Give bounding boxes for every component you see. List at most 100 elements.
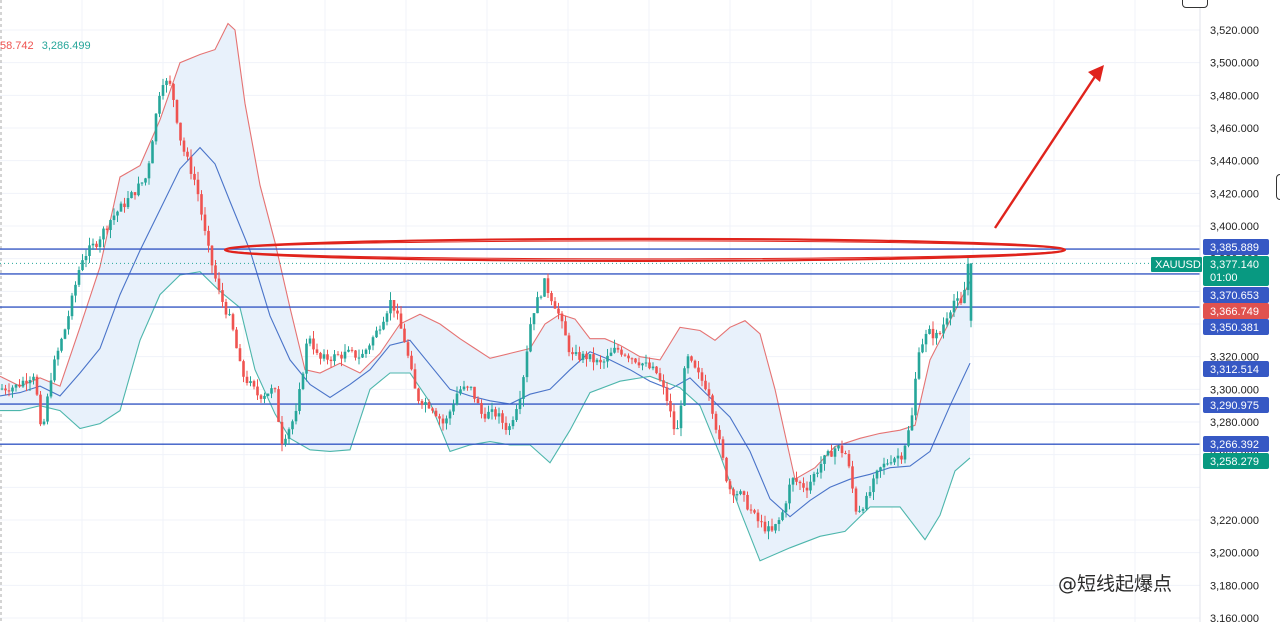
candle-body [721,439,725,458]
candle-body [525,351,529,378]
candle-body [739,491,742,495]
candle-body [217,278,221,291]
candle-body [844,453,847,455]
candle-body [91,243,95,246]
candle-body [25,380,28,384]
candle-body [742,491,746,495]
candle-body [875,470,879,479]
candle-body [609,352,613,356]
candle-body [767,526,770,532]
watermark: @短线起爆点 [1058,569,1172,596]
candle-body [613,347,616,353]
candle-body [151,141,154,164]
candle-body [966,263,970,290]
candle-body [858,510,861,512]
candle-body [494,409,497,417]
candle-body [123,203,126,208]
candle-body [154,113,158,142]
toolbar-button[interactable] [1182,0,1208,8]
candle-body [795,478,798,482]
candle-body [49,380,53,397]
candle-body [693,360,697,368]
symbol-tag: XAUUSD [1155,259,1201,271]
candle-body [382,321,385,330]
candle-body [763,521,767,532]
candle-body [774,524,777,531]
candle-body [14,384,18,388]
candle-body [60,338,63,351]
side-panel-toggle[interactable] [1276,174,1280,200]
candle-body [392,300,396,311]
candle-body [669,400,672,412]
candle-body [536,297,539,314]
candle-body [0,388,4,390]
annotation-ellipse-inner [226,240,1064,260]
candle-body [406,342,410,356]
candle-body [501,413,504,423]
price-tag-label: 3,258.279 [1210,456,1259,468]
annotation-ellipse [223,237,1067,262]
candle-body [777,520,781,525]
candle-body [728,481,732,490]
candle-body [865,495,868,510]
candle-body [490,409,494,412]
price-tag-label: 3,366.749 [1210,306,1259,318]
candle-body [431,408,434,411]
candle-body [144,178,147,183]
candle-body [914,378,917,416]
bollinger-fill [0,23,970,561]
symbol-tag-bg [1151,257,1202,272]
price-tag-bg [1203,397,1269,413]
annotation-arrow-head [1088,65,1104,82]
candle-body [921,344,924,353]
candlesticks [0,75,973,540]
candle-body [357,357,361,359]
candle-body [350,349,354,351]
candle-body [228,314,231,316]
price-tag-bg [1203,239,1269,255]
candle-body [441,418,445,424]
candle-body [305,343,308,374]
bollinger-upper-line [0,22,971,481]
candle-body [119,203,123,212]
candle-body [333,354,336,362]
candle-body [760,521,763,523]
candle-body [746,494,749,510]
candle-body [595,359,599,363]
candle-body [816,472,819,474]
candle-body [256,386,259,396]
candle-body [221,290,224,302]
candle-body [371,337,375,346]
candle-body [798,481,802,484]
candle-body [560,313,564,322]
candle-body [266,393,270,396]
candle-body [189,156,193,174]
candle-body [385,313,389,322]
candle-body [203,214,207,231]
candle-body [756,512,760,522]
candle-body [599,359,602,363]
candle-body [445,418,448,424]
candle-body [249,381,252,384]
candle-body [781,512,784,521]
y-tick-label: 3,420.000 [1210,188,1259,200]
price-tag-label: 3,377.140 [1210,259,1259,271]
candle-body [476,398,480,404]
price-tag-bg [1203,287,1269,303]
candle-body [291,421,294,430]
candle-body [924,333,928,345]
candle-body [511,420,515,427]
y-tick-label: 3,400.000 [1210,221,1259,233]
candle-body [648,362,651,369]
bollinger-basis-line [0,146,971,518]
watermark-text: @短线起爆点 [1058,573,1173,595]
y-tick-label: 3,320.000 [1210,352,1259,364]
y-tick-label: 3,160.000 [1210,613,1259,622]
candle-body [368,345,371,350]
candle-body [326,354,329,360]
candle-body [35,376,39,395]
candle-body [147,163,151,179]
countdown-label: 01:00 [1210,272,1238,284]
